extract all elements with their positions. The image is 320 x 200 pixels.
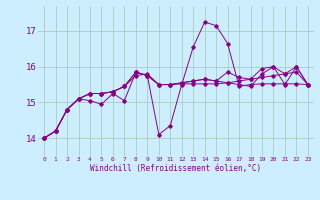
X-axis label: Windchill (Refroidissement éolien,°C): Windchill (Refroidissement éolien,°C)	[91, 164, 261, 173]
